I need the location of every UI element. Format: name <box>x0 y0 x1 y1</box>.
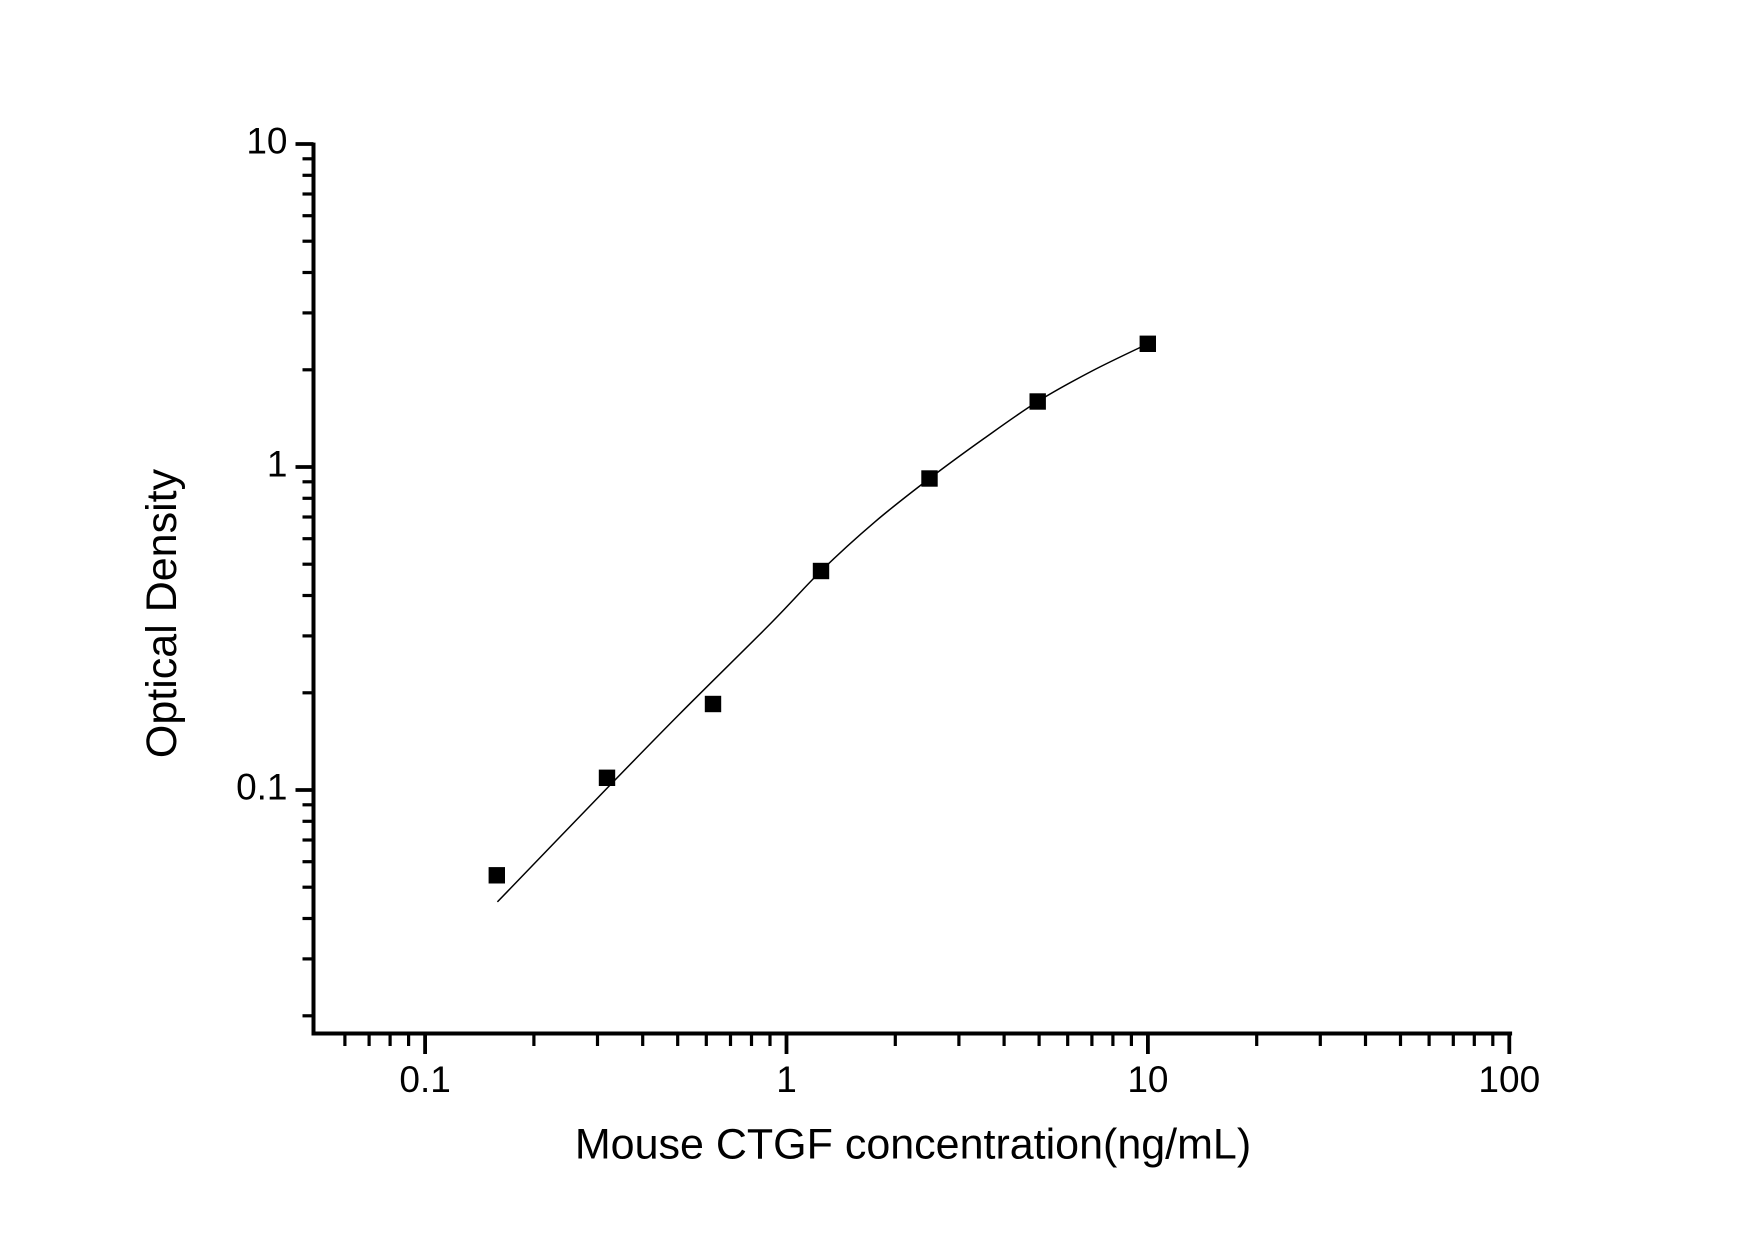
svg-text:1: 1 <box>776 1059 797 1100</box>
svg-text:10: 10 <box>1127 1059 1168 1100</box>
svg-text:1: 1 <box>267 444 288 485</box>
svg-text:Mouse CTGF concentration(ng/mL: Mouse CTGF concentration(ng/mL) <box>575 1121 1251 1169</box>
svg-text:0.1: 0.1 <box>399 1059 450 1100</box>
svg-text:0.1: 0.1 <box>236 767 287 808</box>
svg-text:100: 100 <box>1478 1059 1540 1100</box>
svg-text:Optical Density: Optical Density <box>138 468 186 758</box>
svg-text:10: 10 <box>246 121 287 162</box>
